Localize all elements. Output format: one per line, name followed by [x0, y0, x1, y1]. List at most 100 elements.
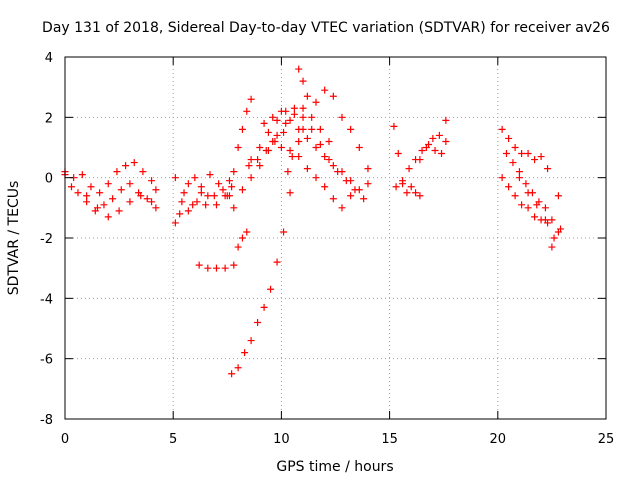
data-point-marker — [184, 180, 192, 188]
data-point-marker — [247, 156, 255, 164]
data-point-marker — [321, 183, 329, 191]
data-point-marker — [364, 165, 372, 173]
data-point-marker — [347, 125, 355, 133]
data-point-marker — [505, 183, 513, 191]
data-point-marker — [180, 189, 188, 197]
data-point-marker — [212, 264, 220, 272]
data-point-marker — [390, 122, 398, 130]
data-point-marker — [126, 180, 134, 188]
data-point-marker — [189, 201, 197, 209]
series-track-b — [61, 159, 160, 197]
series-track-p — [245, 128, 288, 170]
y-tick-label: 2 — [45, 111, 53, 126]
data-point-marker — [228, 370, 236, 378]
data-point-marker — [347, 192, 355, 200]
data-point-marker — [241, 349, 249, 357]
data-point-marker — [347, 177, 355, 185]
series-track-r — [392, 137, 450, 191]
data-point-marker — [431, 147, 439, 155]
data-point-marker — [178, 198, 186, 206]
series-track-g — [195, 228, 251, 272]
data-point-marker — [143, 195, 151, 203]
data-point-marker — [197, 189, 205, 197]
data-point-marker — [247, 95, 255, 103]
series-track-k — [230, 104, 333, 212]
data-point-marker — [104, 180, 112, 188]
data-point-marker — [104, 213, 112, 221]
series-track-l — [247, 104, 368, 203]
data-point-marker — [212, 201, 220, 209]
data-point-marker — [171, 174, 179, 182]
series-track-v — [502, 150, 562, 224]
data-point-marker — [360, 195, 368, 203]
data-point-marker — [418, 147, 426, 155]
data-point-marker — [273, 116, 281, 124]
data-point-marker — [511, 144, 519, 151]
data-point-marker — [312, 98, 320, 106]
series-track-t — [498, 125, 552, 173]
data-point-marker — [280, 128, 288, 136]
data-point-marker — [505, 134, 513, 142]
data-point-marker — [312, 174, 320, 182]
data-point-marker — [267, 285, 275, 293]
data-point-marker — [122, 162, 130, 170]
data-point-marker — [126, 198, 134, 206]
x-tick-label: 20 — [490, 432, 507, 447]
data-point-marker — [303, 92, 311, 100]
data-point-marker — [392, 183, 400, 191]
data-point-marker — [290, 110, 298, 118]
plot-frame — [64, 56, 607, 420]
data-point-marker — [498, 174, 506, 182]
data-point-marker — [230, 204, 238, 212]
data-point-marker — [245, 162, 253, 170]
data-point-marker — [230, 261, 238, 269]
data-point-marker — [321, 153, 329, 161]
series-track-u — [498, 174, 565, 242]
data-point-marker — [290, 104, 298, 112]
x-tick-label: 25 — [598, 432, 615, 447]
data-point-marker — [256, 162, 264, 170]
data-point-marker — [511, 192, 519, 200]
data-point-marker — [338, 204, 346, 212]
data-point-marker — [303, 165, 311, 173]
data-point-marker — [329, 195, 337, 203]
series-track-c — [83, 192, 156, 221]
data-point-marker — [204, 192, 212, 200]
data-point-marker — [228, 183, 236, 191]
series-track-e — [171, 171, 231, 209]
data-point-marker — [321, 86, 329, 94]
data-point-marker — [273, 131, 281, 139]
data-point-marker — [284, 168, 292, 176]
data-point-marker — [509, 159, 517, 167]
data-point-marker — [234, 243, 242, 251]
data-point-marker — [219, 186, 227, 194]
y-axis-label: SDTVAR / TECUs — [6, 181, 22, 296]
data-point-marker — [117, 186, 125, 194]
data-point-marker — [422, 144, 430, 151]
data-point-marker — [148, 177, 156, 185]
data-point-marker — [541, 204, 549, 212]
data-point-marker — [524, 204, 532, 212]
data-point-marker — [74, 189, 82, 197]
data-point-marker — [139, 168, 147, 176]
data-point-marker — [210, 192, 218, 200]
series-track-h — [228, 189, 294, 378]
series-track-f — [176, 177, 233, 218]
data-point-marker — [171, 219, 179, 227]
data-point-marker — [264, 128, 272, 136]
data-point-marker — [286, 147, 294, 155]
data-point-marker — [254, 156, 262, 164]
grid-lines — [65, 57, 606, 419]
data-point-marker — [524, 150, 532, 158]
x-tick-label: 5 — [169, 432, 177, 447]
data-point-marker — [548, 216, 556, 224]
y-axis-ticks: -8 -6 -4 -2 0 2 4 — [40, 51, 606, 428]
series-track-s — [416, 116, 450, 164]
data-point-marker — [515, 168, 523, 176]
data-point-marker — [438, 150, 446, 158]
data-point-marker — [295, 137, 303, 145]
data-point-marker — [338, 168, 346, 176]
data-point-marker — [416, 156, 424, 164]
data-point-marker — [533, 201, 541, 209]
